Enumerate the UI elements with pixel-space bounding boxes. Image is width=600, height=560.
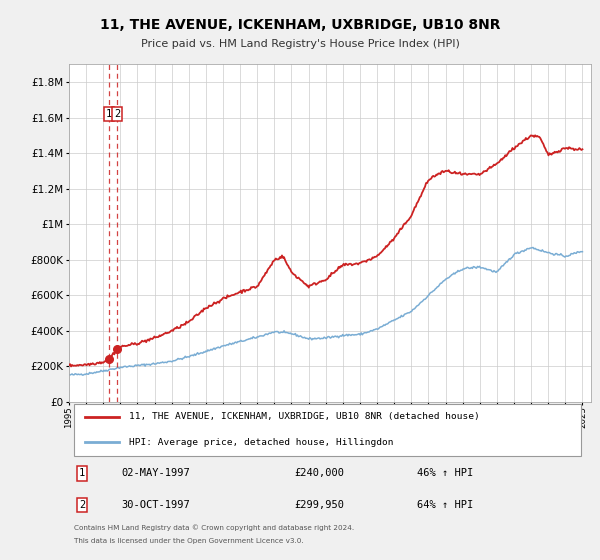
- Text: 30-OCT-1997: 30-OCT-1997: [121, 500, 190, 510]
- Text: 11, THE AVENUE, ICKENHAM, UXBRIDGE, UB10 8NR: 11, THE AVENUE, ICKENHAM, UXBRIDGE, UB10…: [100, 18, 500, 32]
- Text: 64% ↑ HPI: 64% ↑ HPI: [417, 500, 473, 510]
- Text: 46% ↑ HPI: 46% ↑ HPI: [417, 468, 473, 478]
- Text: This data is licensed under the Open Government Licence v3.0.: This data is licensed under the Open Gov…: [74, 538, 304, 544]
- Text: 02-MAY-1997: 02-MAY-1997: [121, 468, 190, 478]
- FancyBboxPatch shape: [74, 404, 581, 456]
- Text: 2: 2: [79, 500, 85, 510]
- Text: £299,950: £299,950: [295, 500, 344, 510]
- Text: 1: 1: [106, 109, 112, 119]
- Text: Price paid vs. HM Land Registry's House Price Index (HPI): Price paid vs. HM Land Registry's House …: [140, 39, 460, 49]
- Text: Contains HM Land Registry data © Crown copyright and database right 2024.: Contains HM Land Registry data © Crown c…: [74, 524, 355, 531]
- Text: HPI: Average price, detached house, Hillingdon: HPI: Average price, detached house, Hill…: [129, 438, 394, 447]
- Text: £240,000: £240,000: [295, 468, 344, 478]
- Text: 11, THE AVENUE, ICKENHAM, UXBRIDGE, UB10 8NR (detached house): 11, THE AVENUE, ICKENHAM, UXBRIDGE, UB10…: [129, 412, 480, 421]
- Text: 2: 2: [115, 109, 121, 119]
- Text: 1: 1: [79, 468, 85, 478]
